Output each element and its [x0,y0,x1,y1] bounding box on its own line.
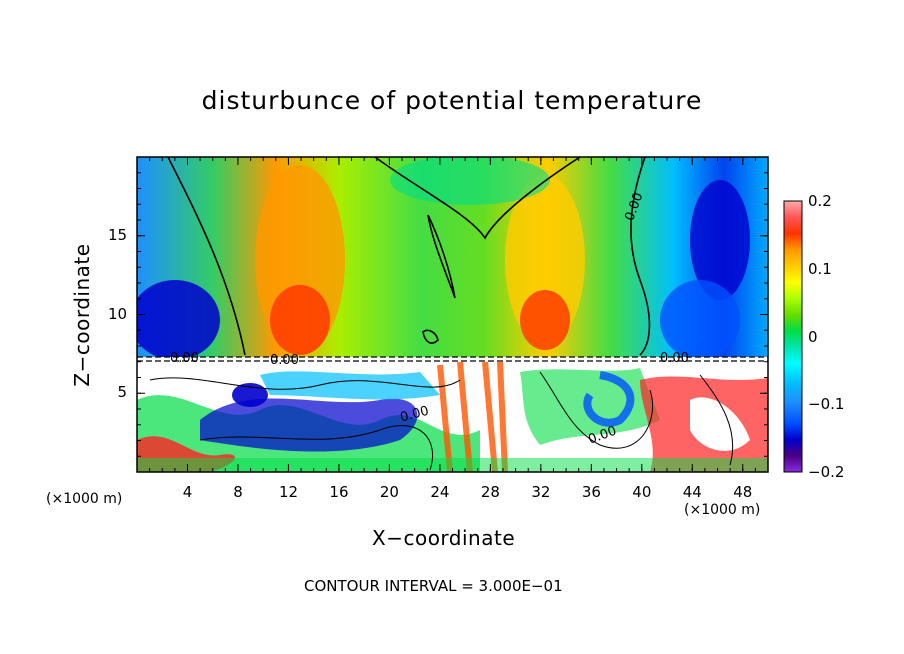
chart-title: disturbunce of potential temperature [201,86,703,115]
x-tick-label: 8 [233,483,243,501]
x-tick-label: 16 [329,483,349,501]
contour-label: 0.00 [170,351,199,366]
colorbar-tick-label: 0.2 [808,192,832,210]
x-tick-label: 40 [632,483,652,501]
x-tick-label: 20 [379,483,399,501]
y-tick-label: 5 [117,383,128,402]
contour-label: 0.00 [660,351,689,366]
colorbar-tick-label: −0.2 [808,463,845,481]
x-tick-label: 24 [430,483,450,501]
x-tick-label: 4 [182,483,193,501]
y-tick-label: 15 [108,225,128,244]
contour-interval-note: CONTOUR INTERVAL = 3.000E−01 [304,577,563,595]
colorbar-tick-label: −0.1 [808,395,845,414]
x-tick-label: 32 [531,483,551,501]
y-axis-label: Z−coordinate [70,243,94,387]
x-tick-label: 36 [581,483,601,501]
x-axis-label: X−coordinate [372,526,516,550]
contour-label: 0.00 [270,353,299,368]
x-tick-label: 28 [480,483,500,501]
colorbar-tick-label: 0.1 [808,259,832,278]
colorbar-tick-label: 0 [808,327,818,346]
colorbar [783,200,803,473]
heatmap-field [137,157,768,472]
x-tick-label: 48 [733,483,753,501]
x-tick-label: 44 [682,483,702,501]
x-unit-label-left: (×1000 m) [46,491,123,507]
x-unit-label-right: (×1000 m) [684,502,761,518]
y-tick-label: 10 [108,304,128,323]
x-tick-label: 12 [278,483,299,501]
contour-label: 0.00 [399,404,431,426]
